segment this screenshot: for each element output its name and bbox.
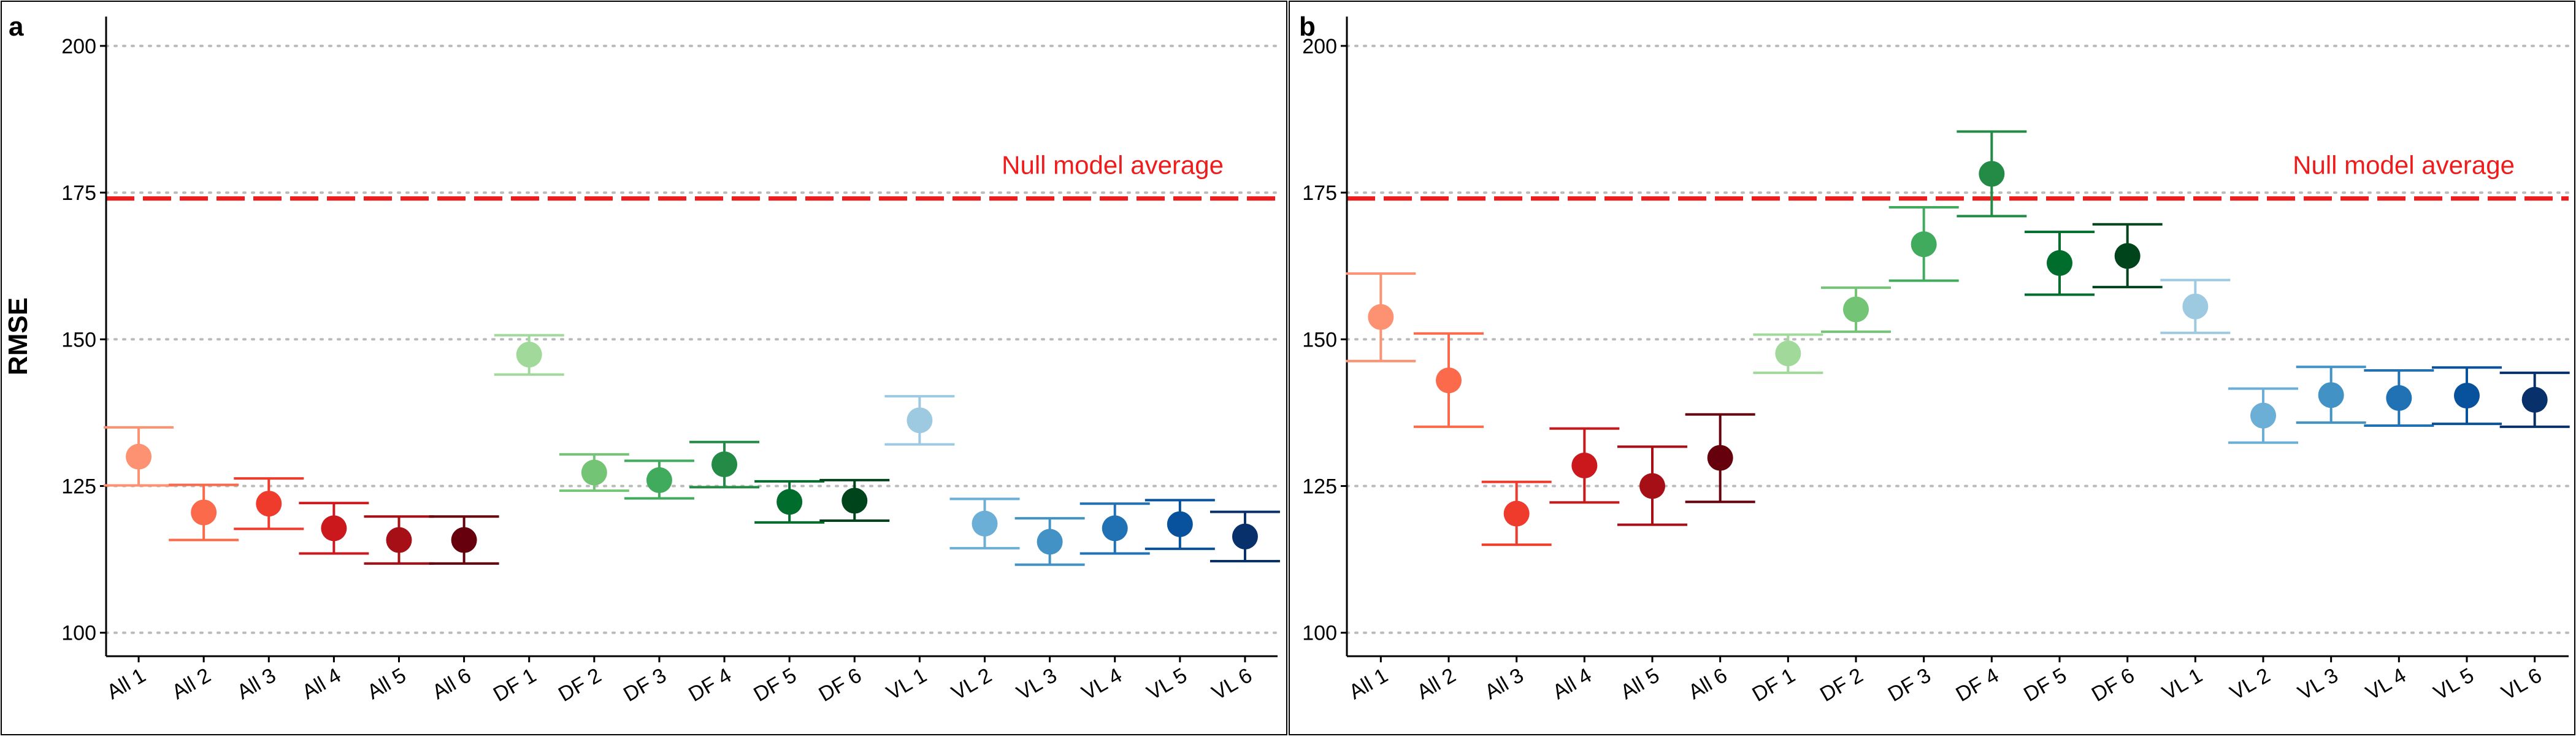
x-tick-label: All 1 (103, 664, 150, 704)
data-point (1368, 304, 1394, 330)
y-tick-label: 150 (1302, 328, 1337, 351)
data-point (386, 527, 412, 553)
y-tick-label: 175 (1302, 182, 1337, 205)
y-tick-label: 200 (1302, 35, 1337, 58)
data-point (2454, 383, 2480, 409)
data-point (2250, 402, 2276, 429)
data-point (516, 342, 542, 368)
x-tick-label: All 3 (233, 664, 280, 704)
data-point (2182, 293, 2209, 320)
data-point (776, 489, 803, 515)
x-tick-label: DF 5 (2020, 664, 2071, 706)
y-tick-label: 125 (61, 475, 96, 499)
x-tick-label: VL 6 (1208, 664, 1255, 705)
panel-frame (1, 1, 1287, 735)
data-point (1102, 515, 1128, 542)
x-tick-label: VL 1 (2158, 664, 2206, 705)
x-tick-label: DF 3 (1884, 664, 1935, 706)
x-tick-label: All 1 (1345, 664, 1392, 704)
data-point (972, 510, 998, 537)
data-point (2114, 243, 2141, 269)
data-point (1911, 231, 1937, 258)
data-point (191, 499, 217, 526)
panel-label: b (1299, 12, 1316, 42)
y-tick-label: 175 (61, 182, 96, 205)
panel-frame (1289, 1, 2575, 735)
x-tick-label: VL 2 (948, 664, 995, 705)
y-tick-label: 150 (61, 328, 96, 351)
data-point (1503, 500, 1530, 527)
x-tick-label: VL 5 (2430, 664, 2478, 705)
y-tick-label: 100 (1302, 622, 1337, 645)
x-tick-label: VL 1 (883, 664, 930, 705)
data-point (841, 488, 868, 514)
data-point (1037, 529, 1063, 555)
data-point (1232, 523, 1258, 549)
x-tick-label: DF 1 (1749, 664, 1800, 706)
x-tick-label: VL 3 (1013, 664, 1060, 705)
null-model-label: Null model average (1002, 151, 1224, 180)
x-tick-label: All 4 (1549, 664, 1595, 704)
data-point (2047, 250, 2072, 276)
data-point (1843, 296, 1869, 323)
x-tick-label: VL 3 (2294, 664, 2342, 705)
data-point (2521, 386, 2548, 413)
x-tick-label: DF 3 (619, 664, 670, 706)
data-point (1979, 161, 2005, 187)
x-tick-label: DF 4 (684, 664, 735, 706)
data-point (1707, 445, 1733, 471)
x-tick-label: All 2 (1413, 664, 1460, 704)
y-tick-label: 100 (61, 622, 96, 645)
x-tick-label: All 5 (1617, 664, 1663, 704)
x-tick-label: All 3 (1481, 664, 1527, 704)
x-tick-label: All 4 (298, 664, 345, 704)
data-point (646, 467, 672, 493)
y-axis-title: RMSE (3, 297, 33, 375)
x-tick-label: DF 2 (554, 664, 605, 706)
y-tick-label: 200 (61, 35, 96, 58)
data-point (256, 491, 282, 517)
x-tick-label: VL 5 (1143, 664, 1190, 705)
x-tick-label: All 6 (1684, 664, 1731, 704)
x-tick-label: All 2 (168, 664, 215, 704)
x-tick-label: DF 6 (815, 664, 865, 706)
x-tick-label: VL 6 (2497, 664, 2545, 705)
y-tick-label: 125 (1302, 475, 1337, 499)
x-tick-label: All 5 (363, 664, 410, 704)
data-point (711, 451, 738, 478)
data-point (1775, 340, 1801, 367)
x-tick-label: DF 2 (1816, 664, 1867, 706)
data-point (1571, 453, 1598, 479)
data-point (1639, 473, 1665, 499)
data-point (321, 515, 347, 542)
x-tick-label: VL 4 (2362, 664, 2410, 705)
x-tick-label: All 6 (428, 664, 475, 704)
data-point (1436, 367, 1462, 394)
x-tick-label: DF 6 (2088, 664, 2139, 706)
x-tick-label: DF 5 (749, 664, 800, 706)
data-point (2386, 385, 2412, 411)
x-tick-label: DF 4 (1952, 664, 2003, 706)
x-tick-label: DF 1 (489, 664, 540, 706)
data-point (581, 459, 607, 486)
x-tick-label: VL 4 (1078, 664, 1125, 705)
panel-label: a (9, 12, 24, 42)
data-point (451, 527, 477, 553)
data-point (907, 407, 933, 434)
data-point (1167, 511, 1193, 537)
x-tick-label: VL 2 (2226, 664, 2274, 705)
data-point (2318, 382, 2344, 408)
null-model-label: Null model average (2293, 151, 2515, 180)
data-point (126, 443, 152, 470)
